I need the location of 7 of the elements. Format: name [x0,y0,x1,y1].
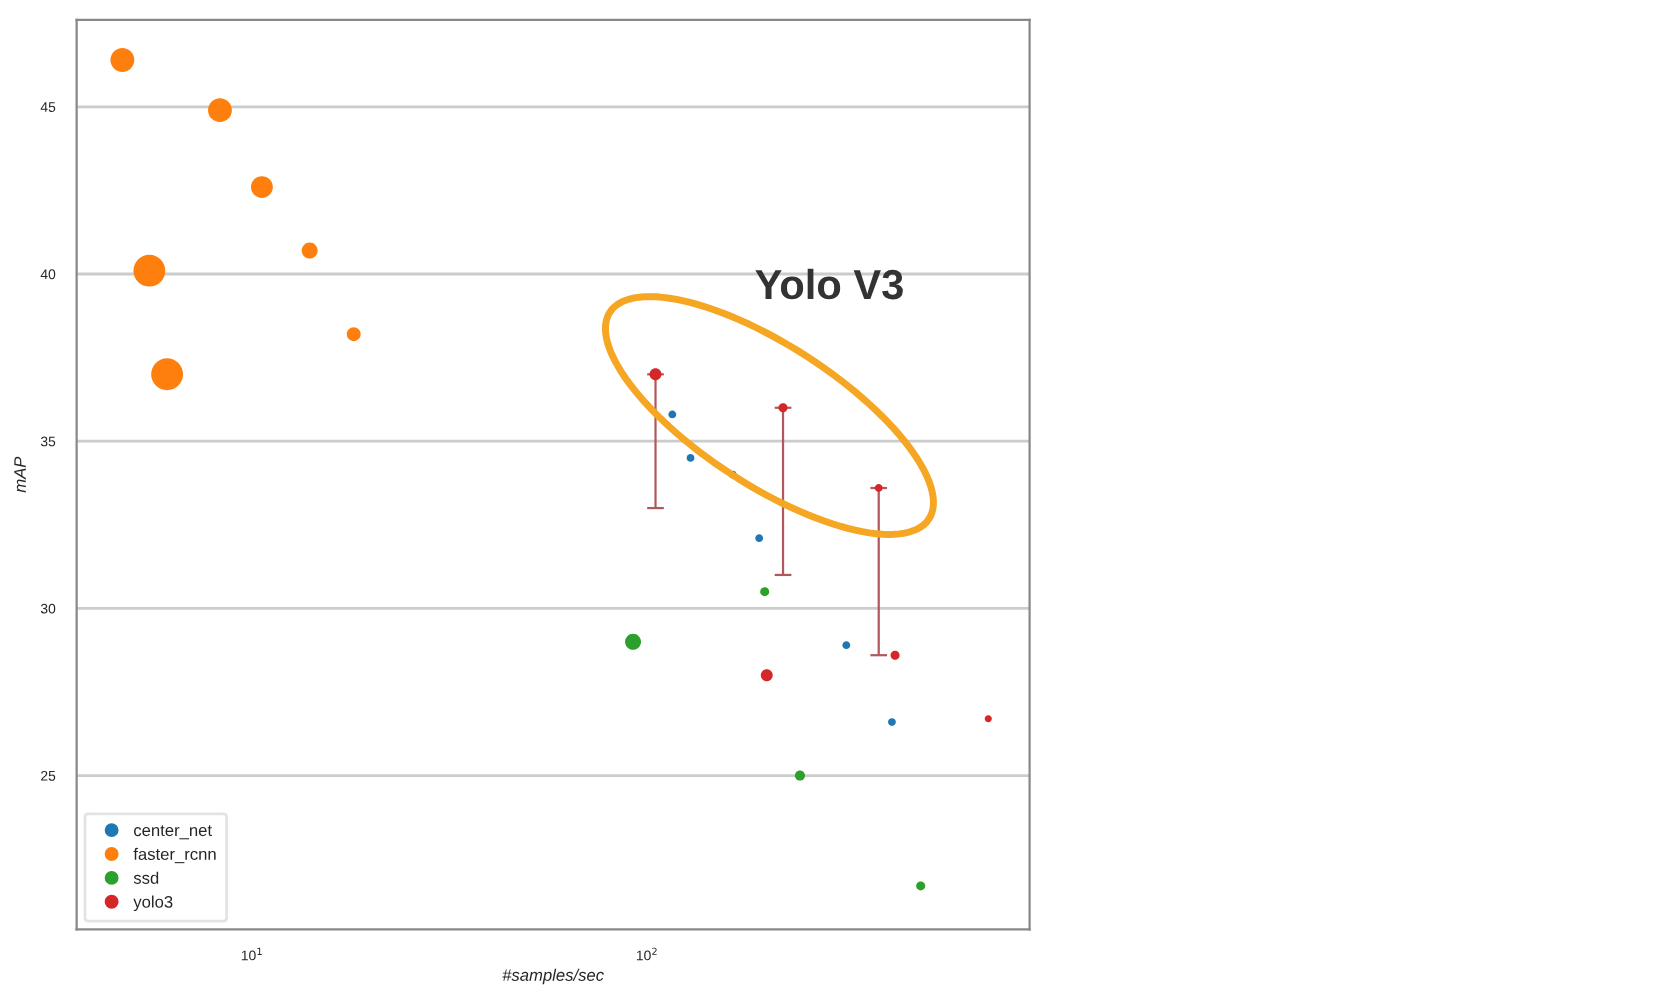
annotation: Yolo V3 [755,268,903,300]
legend-label: yolo3 [133,895,173,912]
legend-label: center_net [134,825,212,840]
legend-label: faster_rcnn [133,847,216,864]
x-axis-title: #samples/sec [502,968,604,985]
legend-label: ssd [133,871,159,884]
y-axis-title: mAP [14,456,26,493]
